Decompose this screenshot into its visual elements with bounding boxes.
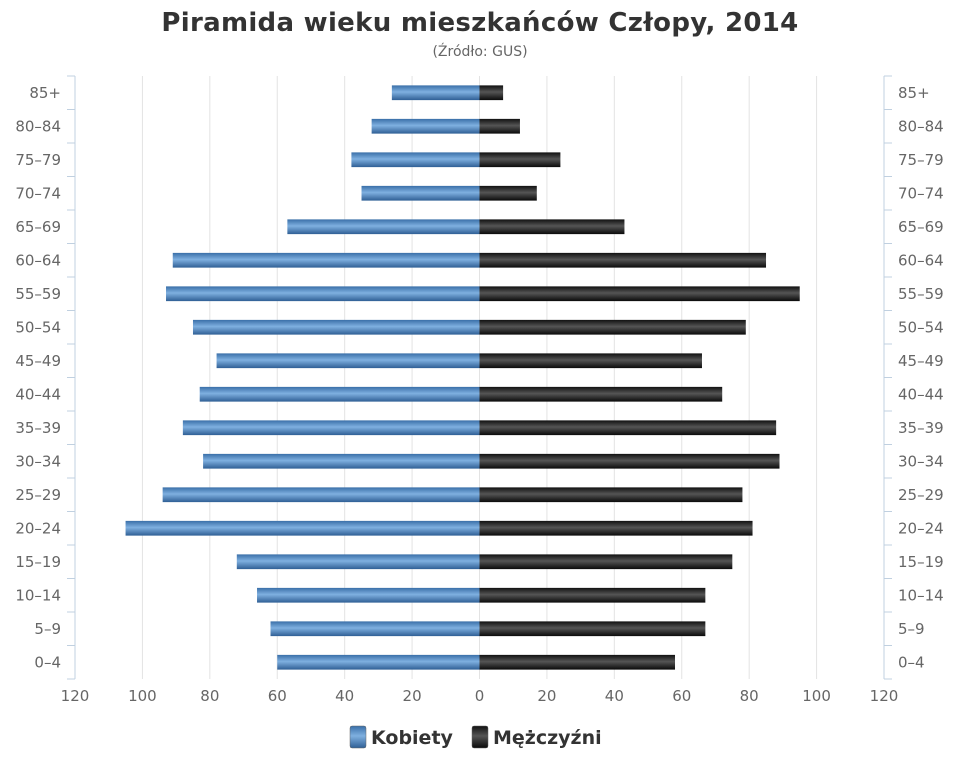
bar-kobiety[interactable]	[391, 85, 480, 101]
bar-kobiety[interactable]	[257, 587, 480, 603]
age-group-label-right: 15–19	[898, 553, 944, 571]
age-group-label-right: 45–49	[898, 352, 944, 370]
age-group-label-left: 65–69	[15, 218, 61, 236]
age-group-label-left: 15–19	[15, 553, 61, 571]
x-tick-label: 20	[403, 687, 422, 705]
age-group-label-left: 40–44	[15, 385, 61, 403]
legend-label: Kobiety	[371, 727, 454, 749]
bar-mezczyzni[interactable]	[479, 353, 702, 369]
legend-swatch	[349, 725, 367, 749]
axis-labels: 120 100 80 60 40 20 0 20 40 60 80 100 120 85+ 85+ 80–84…	[15, 84, 943, 705]
age-group-label-left: 35–39	[15, 419, 61, 437]
x-tick-label: 40	[605, 687, 624, 705]
bar-kobiety[interactable]	[162, 487, 480, 503]
bar-mezczyzni[interactable]	[479, 152, 561, 168]
bar-mezczyzni[interactable]	[479, 185, 537, 201]
bar-kobiety[interactable]	[371, 118, 480, 134]
age-group-label-left: 70–74	[15, 184, 61, 202]
bar-kobiety[interactable]	[192, 319, 480, 335]
bar-mezczyzni[interactable]	[479, 654, 676, 670]
age-group-label-right: 30–34	[898, 452, 944, 470]
age-group-label-left: 60–64	[15, 251, 61, 269]
bar-mezczyzni[interactable]	[479, 118, 520, 134]
legend-item-kobiety[interactable]: Kobiety	[349, 725, 454, 749]
bar-mezczyzni[interactable]	[479, 520, 753, 536]
x-tick-label: 100	[128, 687, 157, 705]
x-tick-label: 60	[672, 687, 691, 705]
legend-item-mezczyzni[interactable]: Mężczyźni	[471, 725, 602, 749]
age-group-label-left: 80–84	[15, 117, 61, 135]
age-group-label-right: 5–9	[898, 620, 925, 638]
age-group-label-left: 25–29	[15, 486, 61, 504]
bar-kobiety[interactable]	[287, 219, 480, 235]
legend[interactable]: Kobiety Mężczyźni	[349, 725, 602, 749]
bar-mezczyzni[interactable]	[479, 487, 743, 503]
age-group-label-right: 70–74	[898, 184, 944, 202]
age-group-label-left: 0–4	[34, 653, 61, 671]
age-group-label-right: 25–29	[898, 486, 944, 504]
grid-lines	[67, 75, 892, 680]
age-group-label-left: 5–9	[34, 620, 61, 638]
bar-mezczyzni[interactable]	[479, 453, 780, 469]
chart-subtitle: (Źródło: GUS)	[432, 44, 528, 60]
bar-kobiety[interactable]	[166, 286, 480, 302]
age-group-label-right: 55–59	[898, 285, 944, 303]
age-group-label-left: 55–59	[15, 285, 61, 303]
x-tick-label: 120	[870, 687, 899, 705]
chart-title: Piramida wieku mieszkańców Człopy, 2014	[161, 8, 799, 38]
bar-kobiety[interactable]	[203, 453, 480, 469]
x-tick-label: 20	[537, 687, 556, 705]
bar-mezczyzni[interactable]	[479, 420, 777, 436]
bar-mezczyzni[interactable]	[479, 621, 706, 637]
bar-kobiety[interactable]	[125, 520, 480, 536]
bar-kobiety[interactable]	[172, 252, 480, 268]
age-group-label-right: 85+	[898, 84, 930, 102]
legend-swatch	[471, 725, 489, 749]
age-group-label-right: 10–14	[898, 586, 944, 604]
age-group-label-right: 50–54	[898, 318, 944, 336]
x-tick-label: 80	[200, 687, 219, 705]
age-group-label-left: 20–24	[15, 519, 61, 537]
bar-kobiety[interactable]	[361, 185, 480, 201]
age-group-label-right: 75–79	[898, 151, 944, 169]
x-tick-label: 100	[802, 687, 831, 705]
age-group-label-right: 35–39	[898, 419, 944, 437]
age-group-label-right: 65–69	[898, 218, 944, 236]
bar-mezczyzni[interactable]	[479, 252, 767, 268]
bar-mezczyzni[interactable]	[479, 219, 625, 235]
age-group-label-left: 30–34	[15, 452, 61, 470]
x-tick-label: 0	[475, 687, 485, 705]
bar-mezczyzni[interactable]	[479, 554, 733, 570]
bar-mezczyzni[interactable]	[479, 386, 723, 402]
bar-mezczyzni[interactable]	[479, 587, 706, 603]
age-group-label-left: 10–14	[15, 586, 61, 604]
age-group-label-left: 85+	[29, 84, 61, 102]
x-tick-label: 40	[335, 687, 354, 705]
bar-kobiety[interactable]	[182, 420, 480, 436]
bar-kobiety[interactable]	[351, 152, 480, 168]
age-group-label-right: 0–4	[898, 653, 925, 671]
age-group-label-right: 40–44	[898, 385, 944, 403]
bar-kobiety[interactable]	[277, 654, 480, 670]
age-group-label-right: 80–84	[898, 117, 944, 135]
age-group-label-right: 20–24	[898, 519, 944, 537]
x-tick-label: 120	[61, 687, 90, 705]
x-tick-label: 60	[268, 687, 287, 705]
x-tick-label: 80	[740, 687, 759, 705]
age-group-label-left: 45–49	[15, 352, 61, 370]
legend-label: Mężczyźni	[493, 727, 602, 749]
bar-kobiety[interactable]	[236, 554, 480, 570]
age-group-label-right: 60–64	[898, 251, 944, 269]
age-group-label-left: 50–54	[15, 318, 61, 336]
bars	[125, 85, 800, 670]
bar-kobiety[interactable]	[270, 621, 480, 637]
bar-mezczyzni[interactable]	[479, 319, 746, 335]
bar-kobiety[interactable]	[199, 386, 480, 402]
age-group-label-left: 75–79	[15, 151, 61, 169]
bar-kobiety[interactable]	[216, 353, 480, 369]
bar-mezczyzni[interactable]	[479, 286, 800, 302]
bar-mezczyzni[interactable]	[479, 85, 504, 101]
